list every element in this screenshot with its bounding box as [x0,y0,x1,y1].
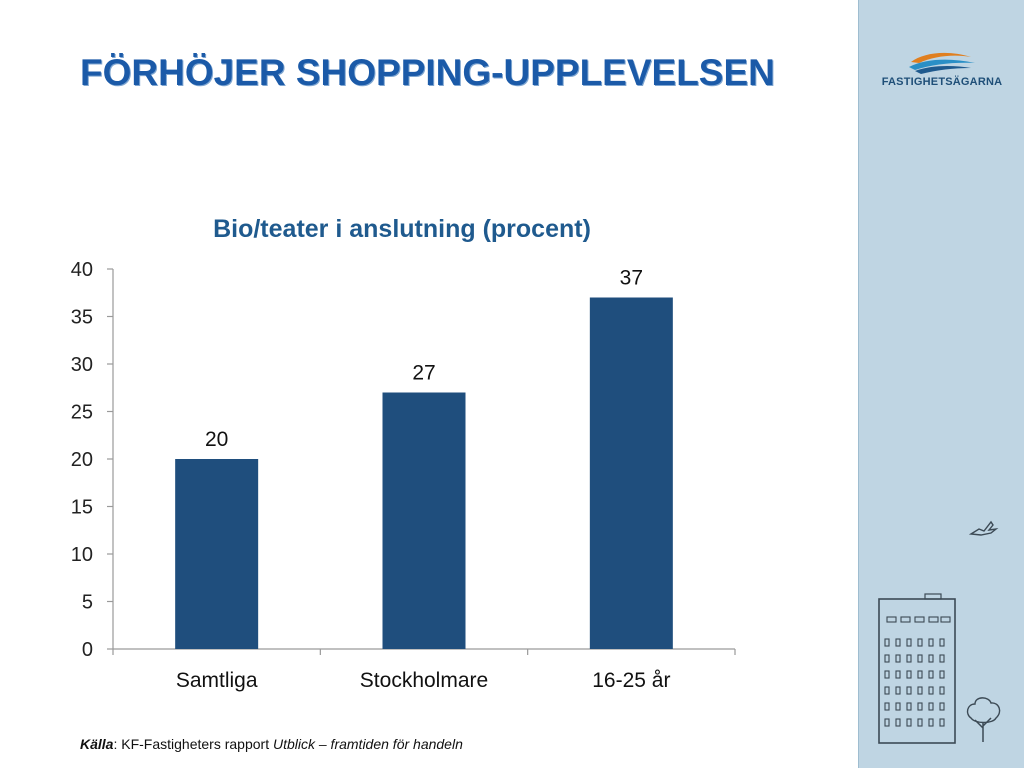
bars: 20 27 37 [175,267,673,649]
brand-logo: FASTIGHETSÄGARNA [879,46,1005,96]
y-tick-label: 35 [71,307,93,329]
bar-2 [382,392,466,649]
y-tick-label: 40 [71,259,93,281]
page-title: FÖRHÖJER SHOPPING-UPPLEVELSEN [80,52,775,93]
source-label: Källa [80,736,114,752]
bird-icon [969,520,999,536]
bar-value-label: 37 [620,267,643,290]
bar-chart: Bio/teater i anslutning (procent) 0 5 10 15… [71,215,736,692]
bar-3 [589,297,673,649]
source-publication: Utblick – framtiden för handeln [272,736,463,752]
source-text: : KF-Fastigheters rapport [113,736,273,752]
x-category-label: 16-25 år [592,669,670,692]
tree-icon [966,697,1001,742]
logo-text: FASTIGHETSÄGARNA [881,76,1003,88]
y-tick-label: 0 [82,639,93,661]
y-tick-label: 5 [82,592,93,614]
chart-title: Bio/teater i anslutning (procent) [213,215,591,243]
y-tick-label: 25 [71,402,93,424]
bar-1 [175,459,259,649]
building-illustration-icon [878,593,956,744]
bar-value-label: 20 [205,428,228,451]
y-tick-label: 30 [71,354,93,376]
bar-value-label: 27 [412,362,435,385]
y-tick-label: 10 [71,544,93,566]
sidebar-panel: FASTIGHETSÄGARNA [858,0,1024,768]
y-axis: 0 5 10 15 20 25 30 35 40 [71,259,114,661]
x-axis: Samtliga Stockholmare 16-25 år [112,648,736,692]
wave-logo-icon [909,52,975,74]
source-citation: Källa: KF-Fastigheters rapport Utblick –… [80,736,463,752]
x-category-label: Stockholmare [360,669,488,692]
x-category-label: Samtliga [176,669,258,692]
y-tick-label: 15 [71,497,93,519]
y-tick-label: 20 [71,449,93,471]
